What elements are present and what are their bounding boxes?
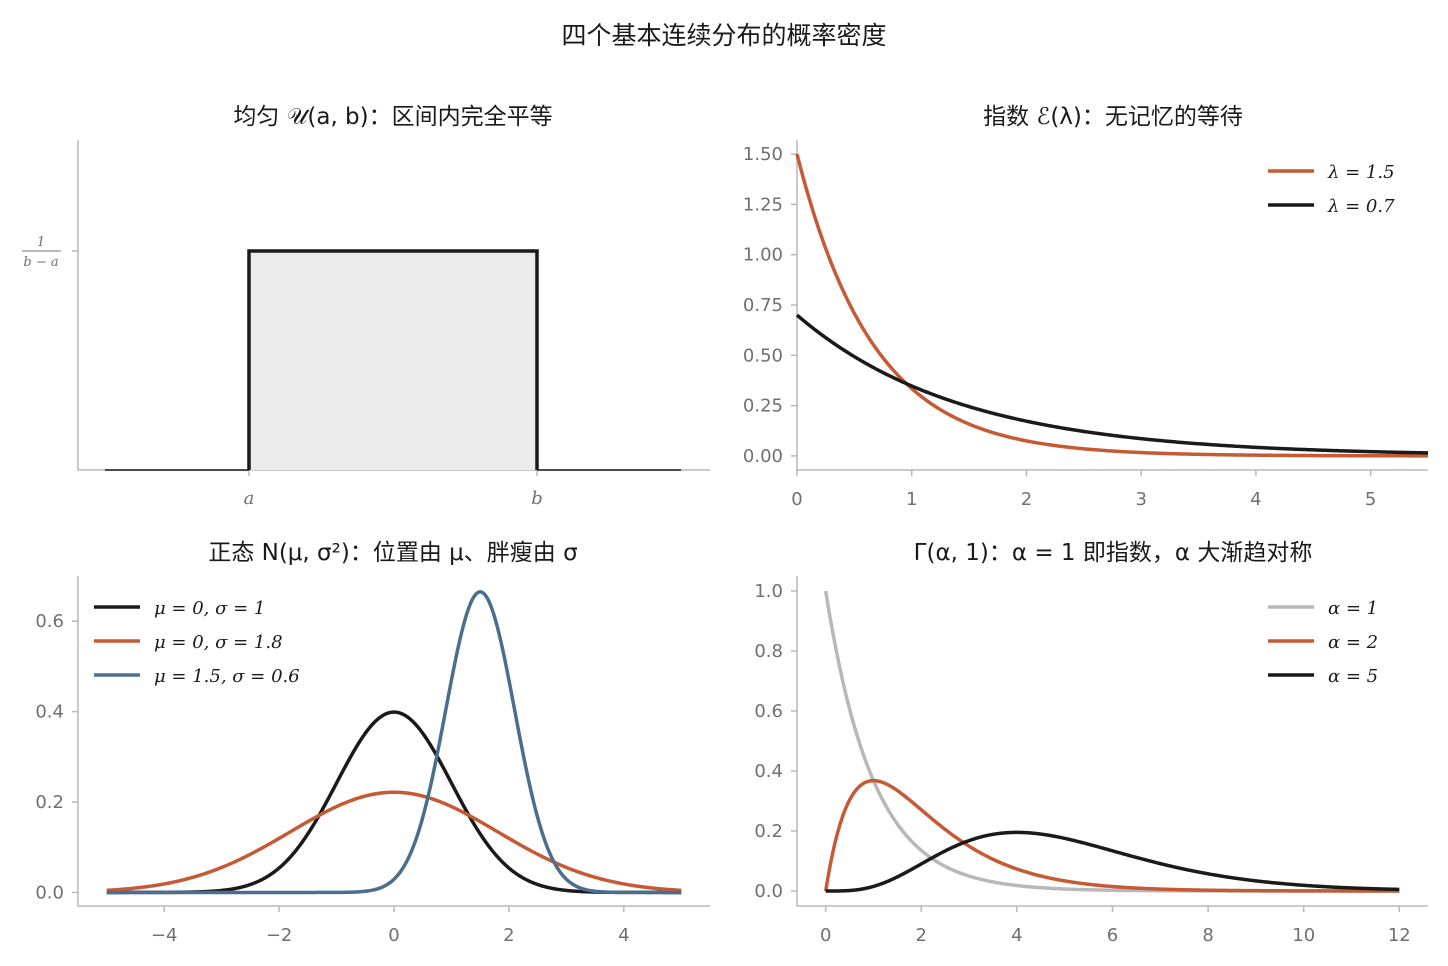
- legend-label: λ = 1.5: [1327, 162, 1395, 183]
- legend-label: μ = 1.5, σ = 0.6: [154, 666, 300, 687]
- x-tick-label: 0: [791, 489, 802, 510]
- series-line: [825, 830, 1400, 893]
- series-line: [795, 313, 1429, 455]
- y-tick-label: 0.8: [754, 641, 783, 662]
- normal-panel: 正态 N(μ, σ²)：位置由 μ、胖瘦由 σ −4 −2 0 2 4 0.0 0.2 0.4…: [35, 540, 710, 946]
- series-line: [823, 590, 1400, 893]
- y-tick-label: 0.4: [754, 761, 783, 782]
- figure-suptitle: 四个基本连续分布的概率密度: [561, 21, 886, 50]
- normal-curves: [106, 590, 682, 895]
- y-tick-label: 0.50: [743, 345, 783, 366]
- uniform-density-line: [247, 249, 539, 470]
- x-tick-label: −4: [151, 925, 178, 946]
- gamma-axes: [796, 576, 1428, 907]
- legend-label: λ = 0.7: [1327, 196, 1395, 217]
- legend-label: μ = 0, σ = 1.8: [154, 632, 283, 653]
- x-tick-label: 8: [1202, 925, 1213, 946]
- series-line: [106, 710, 682, 895]
- uniform-ytick-numerator: 1: [37, 235, 45, 250]
- uniform-ytick-denominator: b − a: [23, 255, 58, 270]
- exponential-curves: [795, 153, 1429, 458]
- x-tick-label: 1: [906, 489, 917, 510]
- uniform-ytick-label: 1 b − a: [22, 235, 61, 270]
- gamma-curves: [823, 590, 1400, 893]
- normal-axes: [77, 576, 710, 907]
- x-tick-label: 4: [1250, 489, 1261, 510]
- x-tick-label: 0: [820, 925, 831, 946]
- x-tick-label: 4: [1011, 925, 1022, 946]
- uniform-title: 均匀 𝒰(a, b)：区间内完全平等: [233, 104, 552, 130]
- y-tick-label: 0.2: [754, 821, 783, 842]
- y-tick-label: 1.00: [743, 245, 783, 266]
- uniform-xtick-b: b: [531, 488, 543, 509]
- uniform-density-fill: [249, 251, 537, 470]
- x-tick-label: 2: [1021, 489, 1032, 510]
- exponential-panel: 指数 ℰ(λ)：无记忆的等待 0 1 2 3 4 5 0.00 0.25 0.50 0.75 1.0…: [743, 104, 1429, 510]
- y-tick-label: 0.25: [743, 396, 783, 417]
- uniform-panel: 均匀 𝒰(a, b)：区间内完全平等 1 b − a a b: [22, 104, 710, 509]
- legend-label: α = 1: [1328, 598, 1378, 619]
- exponential-title: 指数 ℰ(λ)：无记忆的等待: [983, 104, 1243, 130]
- y-tick-label: 0.0: [754, 881, 783, 902]
- y-tick-label: 1.50: [743, 144, 783, 165]
- x-tick-label: −2: [266, 925, 293, 946]
- legend-label: α = 2: [1328, 632, 1378, 653]
- y-tick-label: 1.0: [754, 581, 783, 602]
- gamma-legend: α = 1 α = 2 α = 5: [1268, 598, 1378, 687]
- y-tick-label: 0.0: [35, 882, 64, 903]
- gamma-title: Γ(α, 1)：α = 1 即指数，α 大渐趋对称: [914, 540, 1313, 566]
- x-tick-label: 2: [503, 925, 514, 946]
- series-line: [106, 590, 682, 895]
- y-tick-label: 0.6: [754, 701, 783, 722]
- y-tick-label: 0.2: [35, 792, 64, 813]
- gamma-ticks: 0 2 4 6 8 10 12 0.0 0.2 0.4 0.6 0.8 1.0: [754, 581, 1410, 946]
- y-tick-label: 1.25: [743, 194, 783, 215]
- legend-label: μ = 0, σ = 1: [154, 598, 265, 619]
- series-line: [795, 153, 1429, 458]
- normal-ticks: −4 −2 0 2 4 0.0 0.2 0.4 0.6: [35, 611, 629, 946]
- y-tick-label: 0.4: [35, 702, 64, 723]
- gamma-panel: Γ(α, 1)：α = 1 即指数，α 大渐趋对称 0 2 4 6 8 10 12 0.0 0.…: [754, 540, 1428, 946]
- series-line: [106, 790, 682, 893]
- x-tick-label: 5: [1365, 489, 1376, 510]
- x-tick-label: 4: [618, 925, 629, 946]
- x-tick-label: 3: [1135, 489, 1146, 510]
- exponential-ticks: 0 1 2 3 4 5 0.00 0.25 0.50 0.75 1.00 1.25 1.50: [743, 144, 1376, 510]
- y-tick-label: 0.75: [743, 295, 783, 316]
- x-tick-label: 12: [1388, 925, 1411, 946]
- y-tick-label: 0.00: [743, 446, 783, 467]
- y-tick-label: 0.6: [35, 611, 64, 632]
- uniform-xtick-a: a: [244, 488, 255, 509]
- x-tick-label: 2: [916, 925, 927, 946]
- x-tick-label: 10: [1292, 925, 1315, 946]
- legend-label: α = 5: [1328, 666, 1378, 687]
- exponential-legend: λ = 1.5 λ = 0.7: [1268, 162, 1395, 217]
- x-tick-label: 6: [1107, 925, 1118, 946]
- x-tick-label: 0: [388, 925, 399, 946]
- normal-legend: μ = 0, σ = 1 μ = 0, σ = 1.8 μ = 1.5, σ = 0…: [94, 598, 300, 687]
- normal-title: 正态 N(μ, σ²)：位置由 μ、胖瘦由 σ: [208, 540, 577, 566]
- series-line: [823, 778, 1400, 893]
- exponential-axes: [796, 140, 1428, 471]
